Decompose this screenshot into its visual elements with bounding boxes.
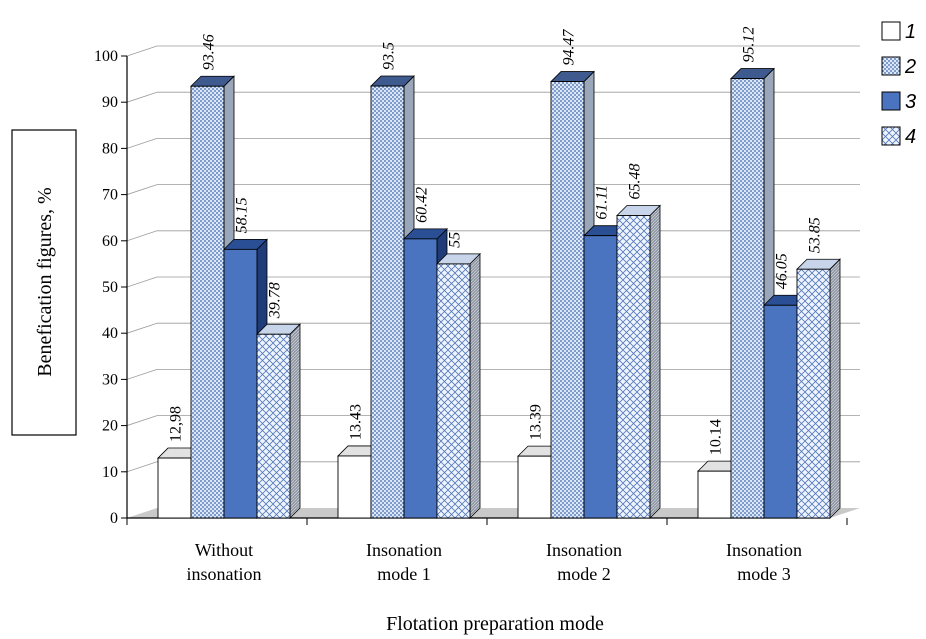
bar-value-label: 61.11 [594,185,611,220]
y-tick-label: 30 [102,371,118,388]
bar-side [289,323,301,519]
bar-front [616,215,651,519]
bar-value-label: 46.05 [774,253,791,289]
gridline [126,322,158,334]
bar-value-label: 65.48 [627,163,644,199]
bar-front [796,268,831,519]
legend-swatch [881,126,901,146]
x-category-label: Without [195,540,253,560]
bar-value-label: 13.43 [348,404,365,440]
x-category-label: mode 2 [557,564,611,584]
bar-front [337,455,372,519]
chart-floor [127,508,860,518]
bar-front [436,263,471,519]
y-tick-label: 50 [102,279,118,296]
x-axis-title: Flotation preparation mode [386,613,604,635]
y-tick-label: 60 [102,233,118,250]
legend-swatch [881,91,901,111]
bar [436,252,481,519]
bar-side [649,204,661,519]
legend: 1 2 3 4 [881,21,916,148]
gridline [126,230,158,242]
bar [256,323,301,519]
bars [157,67,841,519]
bar-front [370,85,405,519]
legend-swatch [881,21,901,41]
y-tick-label: 80 [102,140,118,157]
bar-value-label: 39.78 [267,282,284,319]
gridline [126,91,158,103]
y-tick-label: 40 [102,325,118,342]
bar-value-label: 13.39 [528,404,545,440]
legend-label: 1 [905,21,916,43]
bar-value-label: 55 [447,232,464,248]
bar-value-label: 12,98 [168,406,185,442]
floor-plane [127,508,860,518]
gridline [126,461,158,473]
bar [616,204,661,519]
gridline [126,369,158,380]
bar-front [190,85,225,519]
bar [730,67,775,519]
bar-front [550,81,585,519]
bar-value-label: 93.5 [381,42,398,70]
y-tick-label: 20 [102,418,118,435]
bar-front [157,457,192,519]
bar-side [469,252,481,519]
legend-label: 4 [905,126,916,148]
y-axis-title-box [11,129,77,436]
bar-front [517,455,552,519]
bar [223,238,268,519]
x-category-label: Insonation [726,540,802,560]
bar-value-label: 93.46 [201,34,218,70]
bar-front [403,238,438,519]
bar-front [256,333,291,519]
x-category-label: insonation [187,564,262,584]
gridline [126,415,158,426]
bar-front [730,78,765,519]
bar-front [223,248,258,519]
bar-side [829,258,841,519]
bar-value-label: 95.12 [741,27,758,63]
bar [796,258,841,519]
gridline [126,184,158,195]
bar-value-label: 53.85 [807,217,824,253]
x-category-label: mode 1 [377,564,431,584]
bar-front [697,470,732,519]
y-tick-label: 70 [102,187,118,204]
bar-value-label: 94.47 [561,29,578,66]
gridline [126,138,158,149]
value-labels: 12,98 93.46 58.15 39.78 13.43 93.5 60.42 55 13.3… [168,27,824,456]
y-tick-label: 100 [94,48,118,65]
x-category-label: mode 3 [737,564,791,584]
bar-value-label: 60.42 [414,187,431,223]
bar-value-label: 10.14 [708,419,725,455]
legend-label: 2 [904,56,916,78]
x-category-label: Insonation [546,540,622,560]
legend-swatch [881,56,901,76]
legend-label: 3 [905,91,916,113]
bar-front [763,304,798,519]
y-tick-label: 90 [102,94,118,111]
y-axis: 0 10 20 30 40 50 60 70 80 90 100 [94,48,848,527]
gridline [126,45,158,57]
y-axis-title: Benefication figures, % [34,187,56,376]
y-tick-label: 10 [102,464,118,481]
bar-front [583,235,618,519]
bar-value-label: 58.15 [234,197,251,233]
x-axis-categories: Without insonation Insonation mode 1 Insonat… [187,540,803,584]
x-category-label: Insonation [366,540,442,560]
y-tick-label: 0 [110,510,118,527]
gridline [126,276,158,288]
